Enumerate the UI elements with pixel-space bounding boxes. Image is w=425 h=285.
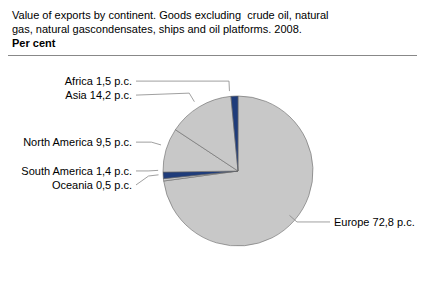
html-text:Value of exports by continent.: Value of exports by continent. Goods exc… xyxy=(12,9,329,21)
html-text:Per cent: Per cent xyxy=(12,37,56,49)
svg-text:Africa 1,5 p.c.: Africa 1,5 p.c. xyxy=(65,75,132,87)
svg-text:Europe 72,8 p.c.: Europe 72,8 p.c. xyxy=(334,216,415,228)
svg-text:North America 9,5 p.c.: North America 9,5 p.c. xyxy=(23,136,132,148)
svg-text:South America 1,4 p.c.: South America 1,4 p.c. xyxy=(21,165,132,177)
html-text:gas, natural gascondensates, s: gas, natural gascondensates, ships and o… xyxy=(12,23,302,35)
svg-text:Oceania 0,5 p.c.: Oceania 0,5 p.c. xyxy=(52,179,132,191)
svg-text:Asia 14,2 p.c.: Asia 14,2 p.c. xyxy=(65,89,132,101)
